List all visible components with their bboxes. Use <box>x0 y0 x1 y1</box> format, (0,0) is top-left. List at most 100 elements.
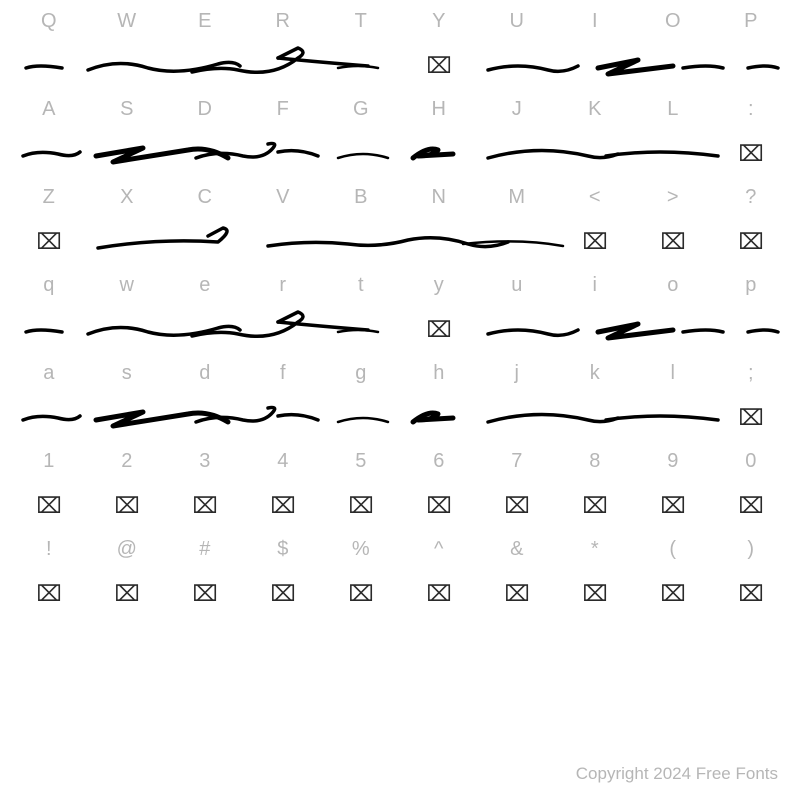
label: y <box>408 274 470 297</box>
glyphs-row1: ⌧ <box>18 40 782 92</box>
glyphs-row6: ⌧ ⌧ ⌧ ⌧ ⌧ ⌧ ⌧ ⌧ ⌧ ⌧ <box>18 480 782 532</box>
tofu-glyph: ⌧ <box>330 581 392 607</box>
tofu-glyph: ⌧ <box>564 229 626 255</box>
label: $ <box>252 538 314 561</box>
tofu-glyph: ⌧ <box>720 229 782 255</box>
tofu-glyph: ⌧ <box>720 405 782 431</box>
glyphs-row7: ⌧ ⌧ ⌧ ⌧ ⌧ ⌧ ⌧ ⌧ ⌧ ⌧ <box>18 568 782 620</box>
label: 2 <box>96 450 158 473</box>
label: A <box>18 98 80 121</box>
label: J <box>486 98 548 121</box>
label: w <box>96 274 158 297</box>
tofu-glyph: ⌧ <box>720 493 782 519</box>
tofu-glyph: ⌧ <box>408 317 470 343</box>
glyphs-row5: ⌧ <box>18 392 782 444</box>
character-map-grid: Q W E R T Y U I O P <box>0 0 800 624</box>
label: h <box>408 362 470 385</box>
label: E <box>174 10 236 33</box>
label: 1 <box>18 450 80 473</box>
label: > <box>642 186 704 209</box>
row-qwerty-lower: q w e r t y u i o p <box>18 272 782 360</box>
label: W <box>96 10 158 33</box>
tofu-glyph: ⌧ <box>408 493 470 519</box>
label: @ <box>96 538 158 561</box>
label: j <box>486 362 548 385</box>
label: l <box>642 362 704 385</box>
tofu-glyph: ⌧ <box>174 493 236 519</box>
row-ZXCV-upper: Z X C V B N M < > ? ⌧ <box>18 184 782 272</box>
label: s <box>96 362 158 385</box>
label: g <box>330 362 392 385</box>
label: H <box>408 98 470 121</box>
label: 9 <box>642 450 704 473</box>
label: o <box>642 274 704 297</box>
label: B <box>330 186 392 209</box>
label: ^ <box>408 538 470 561</box>
label: a <box>18 362 80 385</box>
tofu-glyph: ⌧ <box>330 493 392 519</box>
tofu-glyph: ⌧ <box>720 141 782 167</box>
copyright-footer: Copyright 2024 Free Fonts <box>576 764 778 784</box>
labels-row6: 1 2 3 4 5 6 7 8 9 0 <box>18 448 782 474</box>
tofu-glyph: ⌧ <box>18 493 80 519</box>
tofu-glyph: ⌧ <box>642 229 704 255</box>
label: P <box>720 10 782 33</box>
labels-row5: a s d f g h j k l ; <box>18 360 782 386</box>
row-digits: 1 2 3 4 5 6 7 8 9 0 ⌧ ⌧ ⌧ ⌧ ⌧ ⌧ ⌧ ⌧ ⌧ ⌧ <box>18 448 782 536</box>
tofu-glyph: ⌧ <box>642 493 704 519</box>
label: ; <box>720 362 782 385</box>
tofu-glyph: ⌧ <box>564 581 626 607</box>
label: V <box>252 186 314 209</box>
label: u <box>486 274 548 297</box>
label: 0 <box>720 450 782 473</box>
label: M <box>486 186 548 209</box>
label: U <box>486 10 548 33</box>
glyphs-row2: ⌧ <box>18 128 782 180</box>
label: % <box>330 538 392 561</box>
labels-row4: q w e r t y u i o p <box>18 272 782 298</box>
label: X <box>96 186 158 209</box>
glyphs-row3: ⌧ ⌧ ⌧ ⌧ <box>18 216 782 268</box>
label: ) <box>720 538 782 561</box>
tofu-glyph: ⌧ <box>642 581 704 607</box>
label: T <box>330 10 392 33</box>
glyphs-row4: ⌧ <box>18 304 782 356</box>
row-symbols: ! @ # $ % ^ & * ( ) ⌧ ⌧ ⌧ ⌧ ⌧ ⌧ ⌧ ⌧ ⌧ ⌧ <box>18 536 782 624</box>
label: 3 <box>174 450 236 473</box>
tofu-glyph: ⌧ <box>96 493 158 519</box>
tofu-glyph: ⌧ <box>408 581 470 607</box>
label: N <box>408 186 470 209</box>
label: r <box>252 274 314 297</box>
label: K <box>564 98 626 121</box>
label: 6 <box>408 450 470 473</box>
label: 8 <box>564 450 626 473</box>
label: 4 <box>252 450 314 473</box>
label: & <box>486 538 548 561</box>
labels-row2: A S D F G H J K L : <box>18 96 782 122</box>
label: Q <box>18 10 80 33</box>
label: 7 <box>486 450 548 473</box>
tofu-glyph: ⌧ <box>18 229 80 255</box>
labels-row7: ! @ # $ % ^ & * ( ) <box>18 536 782 562</box>
label: # <box>174 538 236 561</box>
label: L <box>642 98 704 121</box>
label: G <box>330 98 392 121</box>
label: t <box>330 274 392 297</box>
label: F <box>252 98 314 121</box>
label: C <box>174 186 236 209</box>
label: f <box>252 362 314 385</box>
tofu-glyph: ⌧ <box>18 581 80 607</box>
label: O <box>642 10 704 33</box>
row-ASDF-upper: A S D F G H J K L : <box>18 96 782 184</box>
label: q <box>18 274 80 297</box>
label: d <box>174 362 236 385</box>
label: p <box>720 274 782 297</box>
labels-row1: Q W E R T Y U I O P <box>18 8 782 34</box>
tofu-glyph: ⌧ <box>96 581 158 607</box>
label: Y <box>408 10 470 33</box>
label: ? <box>720 186 782 209</box>
tofu-glyph: ⌧ <box>408 53 470 79</box>
label: I <box>564 10 626 33</box>
label: Z <box>18 186 80 209</box>
label: R <box>252 10 314 33</box>
